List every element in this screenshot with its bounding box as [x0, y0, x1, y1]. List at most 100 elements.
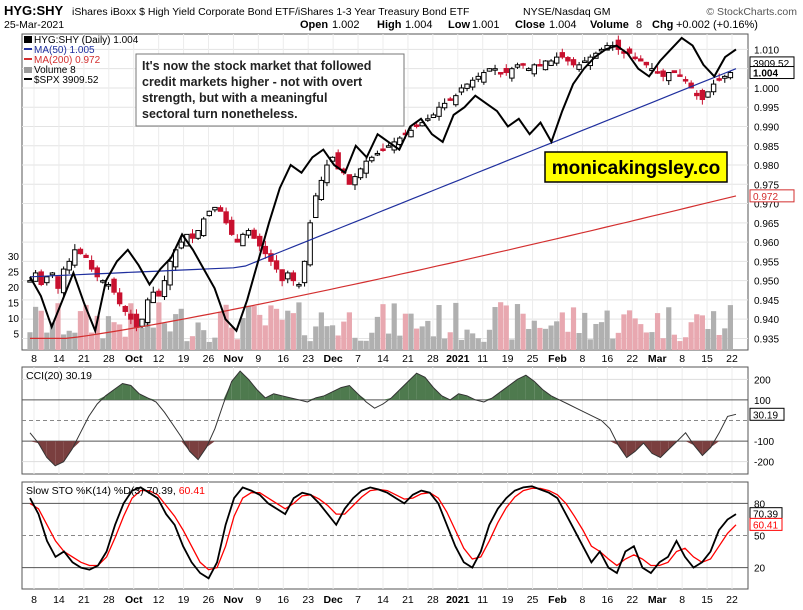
candle-body: [318, 179, 325, 201]
candle-body: [240, 233, 246, 247]
candle-body: [413, 124, 420, 128]
x-tick-label: 9: [255, 594, 261, 606]
cci-fill-negative: [189, 441, 199, 460]
candle-body: [88, 260, 95, 270]
candle-body: [128, 313, 134, 320]
volume-bar: [470, 333, 476, 350]
price-axis: 1.0101.0051.0000.9950.9900.9850.9800.975…: [749, 45, 795, 345]
candle-body: [150, 291, 156, 304]
volume-bar: [262, 325, 268, 350]
x-tick-label: 16: [602, 594, 614, 606]
cci-tick-label: -200: [754, 458, 774, 469]
sto-k-tag: 70.39: [753, 510, 778, 521]
volume-bar: [229, 327, 235, 350]
candle-body: [710, 83, 717, 93]
volume-bar: [285, 310, 291, 350]
cci-fill-negative: [618, 441, 627, 458]
cci-fill-positive: [105, 389, 115, 400]
volume-bar: [240, 317, 246, 350]
candle-body: [234, 238, 241, 243]
volume-bar: [318, 312, 324, 350]
volume-bar: [727, 305, 733, 350]
candle-body: [559, 52, 566, 58]
x-tick-label: 7: [355, 594, 361, 606]
x-tick-label: 15: [701, 594, 713, 606]
volume-bar: [430, 336, 437, 350]
candle-body: [486, 68, 493, 72]
volume-bar: [677, 341, 683, 350]
candle-body: [363, 160, 369, 174]
volume-bar: [357, 340, 364, 350]
candle-body: [469, 79, 476, 88]
cci-fill-positive: [525, 375, 535, 400]
cci-tick-label: -100: [754, 437, 774, 448]
candle-body: [425, 118, 431, 121]
volume-tick-label: 15: [8, 299, 20, 310]
x-tick-label: 21: [402, 353, 414, 365]
x-tick-label: 11: [477, 594, 488, 606]
volume-bar: [582, 312, 588, 350]
close-label: Close: [515, 19, 545, 31]
candle-body: [285, 272, 291, 280]
volume-axis: 30 25 20 15 10 5: [8, 252, 20, 341]
volume-bar: [458, 339, 465, 350]
volume-bar: [554, 321, 560, 350]
candle-body: [245, 230, 252, 236]
volume-bar: [217, 311, 224, 350]
symbol-title: HYG:SHY: [4, 3, 64, 18]
annotation-box: [135, 53, 405, 127]
volume-bar: [559, 312, 565, 350]
candle-body: [565, 57, 571, 62]
candle-body: [671, 70, 678, 74]
candle-body: [722, 75, 728, 79]
candle-body: [520, 63, 526, 66]
spx-axis-tag: 3909.52: [753, 59, 790, 70]
x-tick-label: 22: [626, 353, 638, 365]
volume-bar: [671, 334, 677, 350]
price-tick-label: 0.965: [754, 219, 779, 230]
cci-fill-positive: [340, 385, 350, 400]
candle-body: [666, 72, 672, 82]
cci-fill-positive: [399, 381, 409, 400]
candle-body: [161, 280, 168, 298]
exchange-label: NYSE/Nasdaq GM: [523, 6, 611, 18]
cci-fill-positive: [122, 383, 131, 400]
candle-body: [229, 219, 235, 235]
legend-volume: Volume 8: [34, 65, 76, 76]
price-tick-label: 0.995: [754, 103, 779, 114]
volume-bar: [313, 326, 319, 350]
open-label: Open: [300, 19, 328, 31]
candle-body: [55, 276, 61, 289]
price-tick-label: 0.945: [754, 296, 779, 307]
volume-bar: [363, 340, 369, 350]
volume-bar: [94, 315, 100, 350]
volume-bar: [699, 315, 705, 350]
candle-body: [481, 72, 487, 83]
cci-fill-negative: [198, 441, 207, 460]
candle-body: [116, 292, 123, 305]
candle-body: [144, 299, 151, 323]
candle-body: [357, 168, 364, 179]
candle-body: [694, 92, 700, 97]
x-tick-label: 22: [626, 594, 638, 606]
x-tick-label: 21: [402, 594, 414, 606]
x-tick-label: 14: [53, 594, 65, 606]
price-tick-label: 1.010: [754, 45, 779, 56]
candle-body: [72, 249, 78, 266]
volume-bar: [453, 302, 459, 350]
volume-bar: [212, 337, 218, 350]
annotation-line-1: It's now the stock market that followed: [142, 59, 371, 73]
volume-bar: [72, 332, 78, 350]
volume-bar: [514, 304, 521, 350]
volume-tick-label: 10: [8, 314, 20, 325]
volume-bar: [251, 306, 257, 350]
x-tick-label: Dec: [324, 594, 343, 606]
candle-body: [273, 260, 280, 270]
candle-body: [497, 72, 504, 75]
volume-bar: [189, 336, 196, 350]
volume-bar: [548, 325, 554, 350]
price-tick-label: 0.985: [754, 142, 779, 153]
x-tick-label: Dec: [324, 353, 343, 365]
volume-bar: [649, 332, 655, 350]
